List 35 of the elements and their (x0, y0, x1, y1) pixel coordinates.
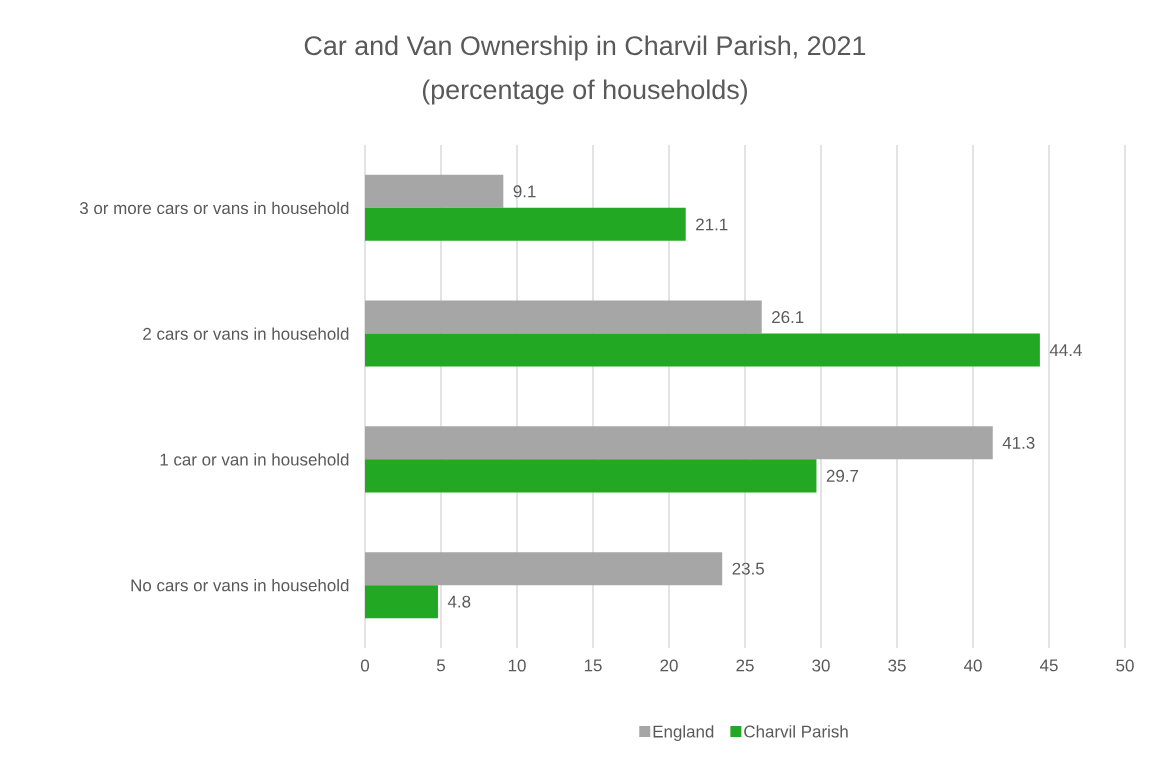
x-tick-label: 30 (812, 659, 830, 672)
data-label: 41.3 (1002, 436, 1035, 449)
x-tick-label: 5 (436, 659, 445, 672)
bar (365, 426, 993, 460)
data-label: 26.1 (772, 311, 804, 324)
data-label: 44.4 (1049, 344, 1082, 356)
x-tick-label: 45 (1039, 659, 1058, 672)
x-tick-label: 15 (584, 659, 602, 672)
bar (365, 300, 762, 334)
legend-label: England (653, 725, 714, 741)
data-label: 29.7 (826, 469, 859, 482)
x-tick-label: 20 (660, 659, 678, 672)
bar (365, 333, 1040, 367)
x-tick-label: 10 (508, 659, 526, 672)
bar (365, 459, 817, 493)
x-tick-label: 25 (736, 659, 754, 672)
y-tick-label: 1 car or van in household (160, 453, 349, 466)
x-tick-label: 0 (360, 659, 370, 672)
x-tick-label: 50 (1116, 659, 1134, 672)
chart-subtitle: (percentage of households) (422, 79, 748, 105)
data-label: 4.8 (447, 595, 471, 608)
x-tick-label: 35 (888, 659, 906, 672)
bar (365, 585, 438, 619)
chart-title: Car and Van Ownership in Charvil Parish, 2021 (304, 35, 866, 61)
y-tick-label: 2 cars or vans in household (143, 327, 349, 340)
data-label: 21.1 (696, 218, 728, 231)
data-label: 23.5 (732, 562, 764, 575)
x-tick-label: 40 (963, 659, 982, 672)
bar (365, 174, 504, 208)
legend-label: Charvil Parish (744, 725, 848, 738)
y-tick-label: No cars or vans in household (131, 578, 349, 592)
y-tick-label: 3 or more cars or vans in household (79, 201, 349, 215)
bar (365, 207, 686, 241)
bar (365, 552, 723, 586)
data-label: 9.1 (513, 185, 536, 198)
